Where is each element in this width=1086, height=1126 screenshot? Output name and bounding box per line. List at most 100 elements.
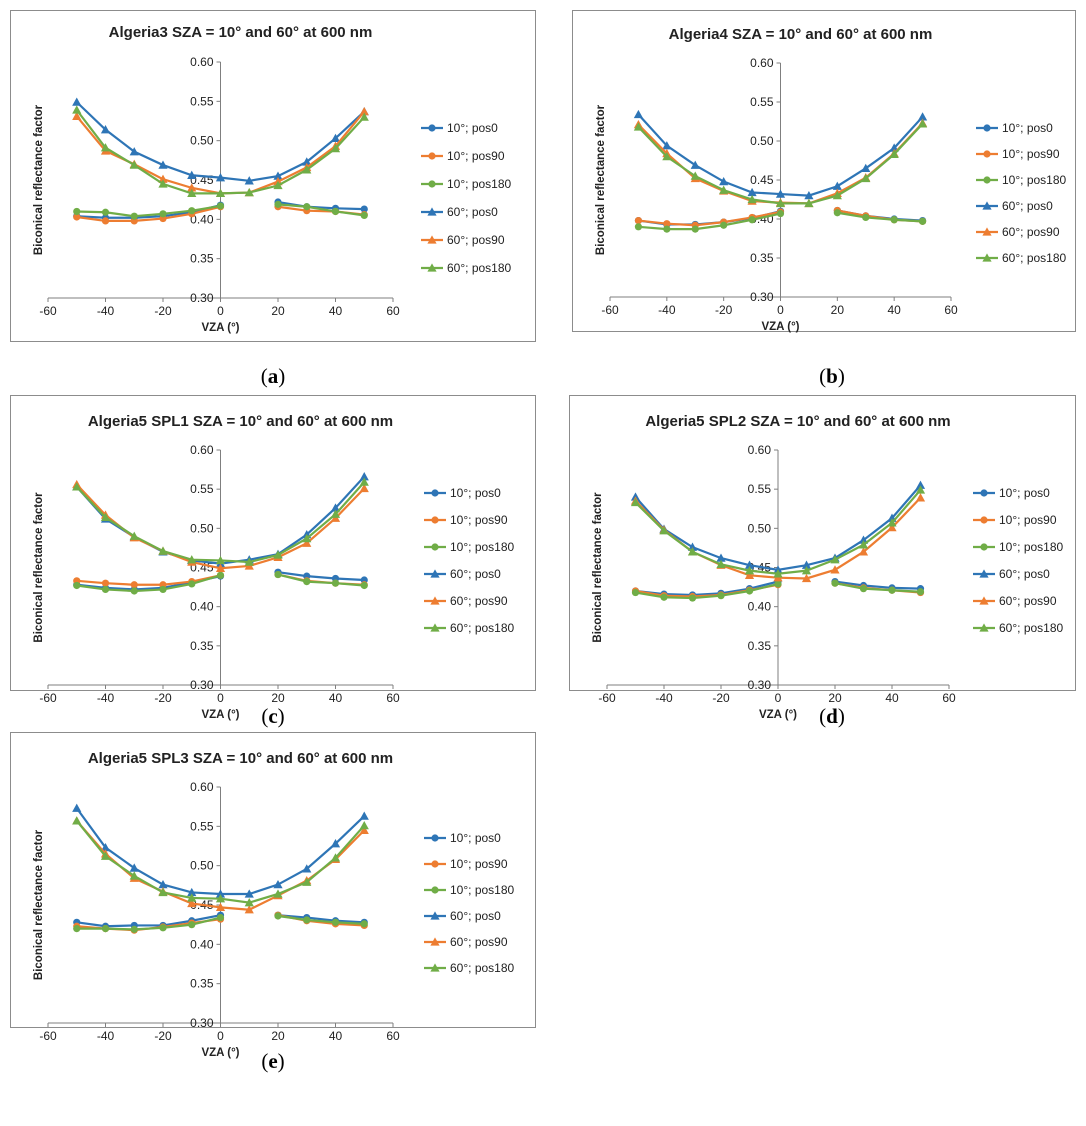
x-tick-label: -60 — [39, 1029, 57, 1043]
legend-marker — [982, 253, 992, 262]
data-point — [158, 879, 168, 889]
y-tick-label: 0.50 — [190, 521, 214, 535]
legend-entry: 60°; pos90 — [424, 935, 508, 949]
data-point — [719, 185, 729, 194]
data-point — [187, 887, 197, 897]
data-point — [773, 569, 783, 578]
data-point — [747, 187, 757, 197]
data-point — [331, 207, 340, 216]
legend-entry: 60°; pos180 — [424, 961, 515, 975]
legend-label: 60°; pos90 — [999, 594, 1057, 608]
data-point — [216, 202, 225, 210]
x-tick-label: -60 — [39, 304, 57, 318]
legend-entry: 60°; pos0 — [421, 205, 498, 219]
series-2 — [631, 579, 925, 602]
data-point — [859, 585, 868, 593]
data-point — [215, 555, 226, 565]
data-point — [215, 173, 226, 182]
y-tick-label: 0.55 — [190, 819, 214, 833]
series-line — [76, 205, 221, 223]
chart-panel-e: Algeria5 SPL3 SZA = 10° and 60° at 600 n… — [10, 732, 536, 1059]
legend-marker — [980, 489, 988, 497]
legend-label: 10°; pos0 — [447, 121, 498, 135]
legend-entry: 60°; pos0 — [973, 567, 1050, 581]
x-tick-label: 40 — [329, 304, 343, 318]
data-point — [687, 547, 698, 556]
data-point — [302, 877, 312, 886]
x-tick-label: 60 — [386, 304, 400, 318]
data-point — [359, 472, 369, 481]
data-point — [100, 851, 111, 860]
y-axis-label: Biconical reflectance factor — [33, 104, 45, 255]
chart-e-svg: Algeria5 SPL3 SZA = 10° and 60° at 600 n… — [33, 750, 515, 1059]
series-2 — [73, 570, 368, 595]
series-line — [837, 211, 923, 223]
series-5 — [633, 119, 928, 208]
series-line — [76, 574, 221, 593]
y-tick-label: 0.35 — [750, 251, 774, 265]
series-line — [277, 200, 365, 211]
data-point — [188, 207, 196, 215]
legend-entry: 60°; pos90 — [421, 233, 505, 247]
caption-c: (c) — [261, 704, 285, 728]
x-tick-label: -40 — [658, 303, 676, 317]
data-point — [72, 482, 82, 491]
data-point — [215, 563, 226, 572]
data-point — [832, 191, 842, 200]
data-point — [776, 209, 785, 218]
data-point — [359, 112, 369, 121]
legend-marker — [983, 176, 991, 184]
data-point — [917, 112, 928, 121]
x-tick-label: -60 — [601, 303, 619, 317]
data-point — [330, 839, 341, 848]
caption-b: (b) — [819, 364, 845, 388]
chart-panel-d: Algeria5 SPL2 SZA = 10° and 60° at 600 n… — [569, 395, 1076, 721]
legend-entry: 10°; pos0 — [973, 486, 1050, 500]
data-point — [101, 217, 110, 225]
data-point — [100, 125, 111, 134]
data-point — [302, 538, 312, 547]
data-point — [360, 211, 368, 219]
legend-label: 10°; pos180 — [999, 540, 1064, 554]
x-axis-label: VZA (°) — [201, 322, 239, 334]
legend-marker — [427, 235, 437, 244]
series-5 — [72, 105, 369, 198]
data-point — [690, 160, 700, 169]
series-line — [76, 574, 221, 586]
data-point — [775, 198, 786, 208]
y-tick-label: 0.35 — [748, 639, 772, 653]
data-point — [918, 217, 927, 225]
data-point — [244, 898, 254, 907]
data-point — [101, 925, 110, 933]
y-axis-label: Biconical reflectance factor — [33, 492, 45, 643]
data-point — [634, 216, 643, 225]
x-tick-label: 60 — [942, 691, 956, 705]
legend-marker — [430, 937, 440, 946]
data-point — [187, 893, 197, 902]
legend-marker — [979, 596, 989, 605]
data-point — [359, 477, 369, 486]
legend-label: 60°; pos90 — [1002, 225, 1060, 239]
data-point — [861, 163, 871, 172]
x-tick-label: 20 — [828, 691, 842, 705]
data-point — [858, 540, 869, 549]
series-3 — [633, 109, 928, 200]
x-tick-label: -20 — [712, 691, 730, 705]
data-point — [917, 119, 928, 128]
series-5 — [630, 485, 926, 578]
y-tick-label: 0.50 — [190, 134, 214, 148]
series-5 — [72, 477, 369, 566]
data-point — [331, 918, 340, 926]
data-point — [215, 889, 226, 898]
data-point — [273, 550, 283, 559]
data-point — [215, 188, 226, 198]
series-line — [76, 204, 221, 219]
data-point — [244, 905, 254, 914]
caption-e: (e) — [261, 1049, 285, 1073]
series-3 — [72, 97, 369, 185]
series-line — [635, 582, 779, 600]
legend-entry: 10°; pos90 — [973, 513, 1057, 527]
legend-entry: 10°; pos90 — [424, 513, 508, 527]
x-tick-label: -40 — [97, 304, 115, 318]
chart-c-svg: Algeria5 SPL1 SZA = 10° and 60° at 600 n… — [33, 413, 515, 721]
